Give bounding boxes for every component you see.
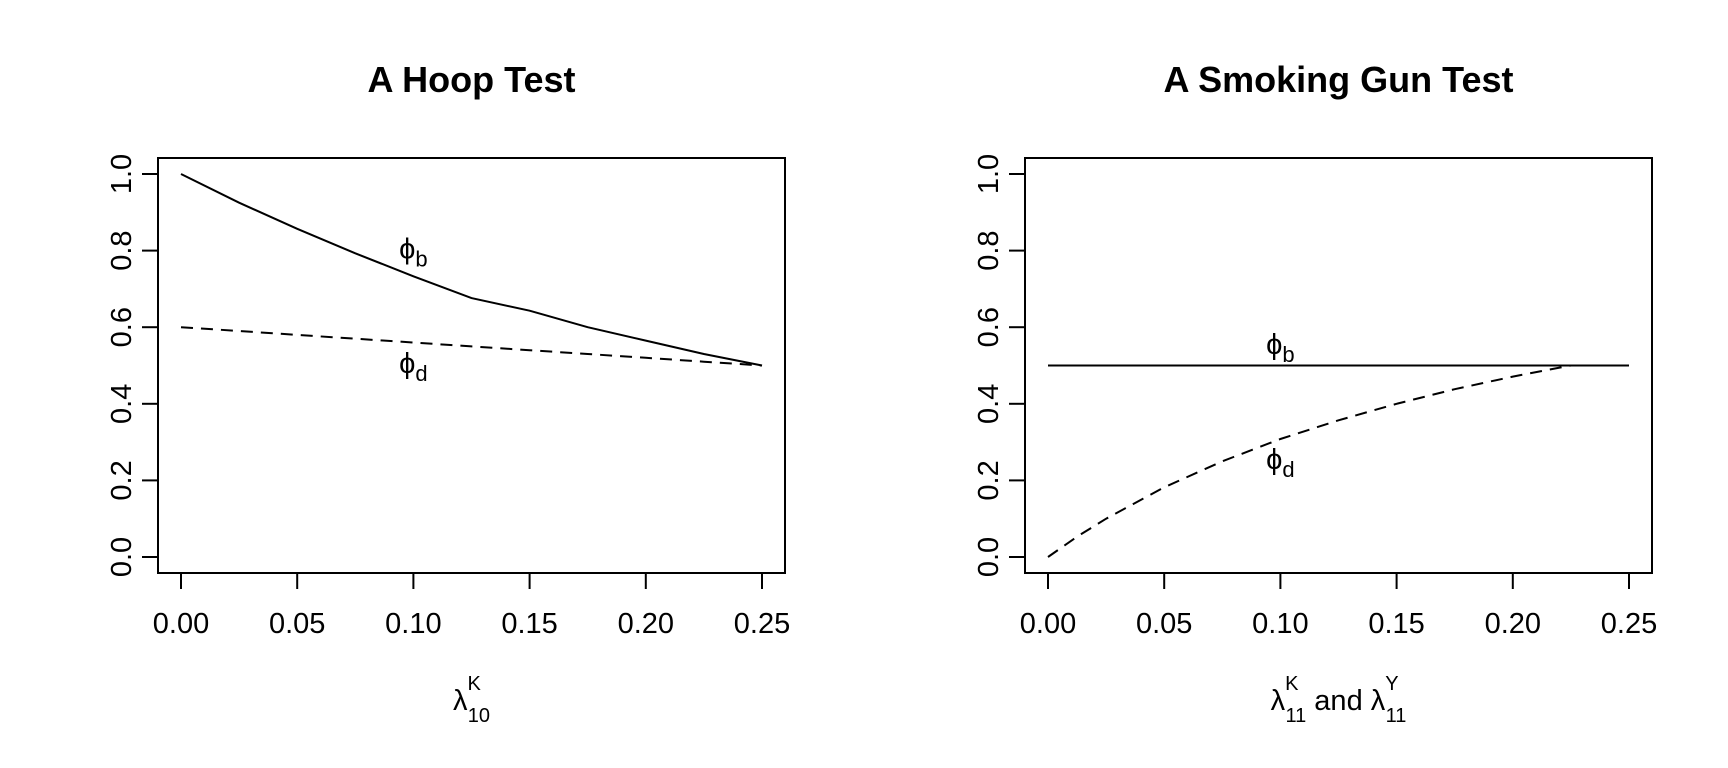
- x-tick-label: 0.25: [1601, 608, 1657, 640]
- x-tick-label: 0.20: [1485, 608, 1541, 640]
- axis-ticks: 0.00 0.05 0.10 0.15 0.20 0.25 0.0 0.2 0.4 0.6 0.8 1…: [106, 154, 790, 640]
- curve-label: ϕd: [399, 348, 428, 386]
- y-tick-label: 0.0: [973, 537, 1005, 577]
- x-axis-label-part: λ: [1371, 685, 1386, 717]
- axis-ticks: 0.00 0.05 0.10 0.15 0.20 0.25 0.0 0.2 0.4 0.6 0.8 1…: [973, 154, 1657, 640]
- y-tick-label: 0.4: [106, 384, 138, 424]
- x-tick-label: 0.05: [269, 608, 325, 640]
- x-axis-label-part: 11: [1285, 705, 1306, 727]
- x-axis-label-part: λ: [1271, 685, 1286, 717]
- x-axis-label-part: λ: [453, 685, 468, 717]
- y-tick-label: 0.8: [106, 230, 138, 270]
- y-tick-label: 1.0: [106, 154, 138, 194]
- curve-label: ϕd: [1266, 444, 1295, 482]
- panel-title: A Hoop Test: [368, 59, 576, 100]
- hoop-test-panel: A Hoop Test 0.00 0.05 0.10 0.15 0.20 0.250.00…: [106, 59, 790, 727]
- curve-label-subscript: b: [1282, 342, 1294, 367]
- x-tick-label: 0.00: [153, 608, 209, 640]
- y-tick-label: 0.6: [106, 307, 138, 347]
- smoking-gun-test-panel: A Smoking Gun Test 0.00 0.05 0.10 0.15 0.20 0…: [973, 59, 1657, 727]
- x-axis-label-part: 10: [468, 705, 490, 727]
- y-tick-label: 1.0: [973, 154, 1005, 194]
- y-tick-label: 0.0: [106, 537, 138, 577]
- curve-label-subscript: d: [415, 361, 427, 386]
- curve-label: ϕb: [399, 233, 428, 271]
- x-tick-label: 0.00: [1020, 608, 1076, 640]
- series-line-phi-b: [180, 173, 763, 367]
- x-axis-label-part: 11: [1386, 705, 1407, 727]
- series-group: [1047, 364, 1629, 558]
- curve-label: ϕb: [1266, 329, 1295, 367]
- curve-label-symbol: ϕ: [1266, 444, 1282, 476]
- curve-label-symbol: ϕ: [399, 348, 415, 380]
- y-tick-label: 0.2: [973, 460, 1005, 500]
- y-tick-label: 0.4: [973, 384, 1005, 424]
- plot-frame: [157, 157, 786, 574]
- x-tick-label: 0.05: [1136, 608, 1192, 640]
- x-axis-label-part: and: [1306, 685, 1371, 717]
- series-group: [180, 173, 763, 367]
- curve-label-symbol: ϕ: [1266, 329, 1282, 361]
- curve-label-subscript: d: [1282, 457, 1294, 482]
- x-axis-label: λK 10: [453, 673, 490, 727]
- curve-label-symbol: ϕ: [399, 233, 415, 265]
- y-tick-label: 0.8: [973, 230, 1005, 270]
- y-tick-label: 0.6: [973, 307, 1005, 347]
- series-line-phi-d: [180, 326, 763, 367]
- x-tick-label: 0.20: [618, 608, 674, 640]
- series-line-phi-d: [1047, 364, 1629, 558]
- x-tick-label: 0.15: [501, 608, 557, 640]
- x-axis-label: λK 11 and λY 11: [1271, 673, 1407, 727]
- x-tick-label: 0.15: [1368, 608, 1424, 640]
- x-tick-label: 0.25: [734, 608, 790, 640]
- x-tick-label: 0.10: [1252, 608, 1308, 640]
- x-axis-label-part: K: [467, 673, 481, 695]
- x-axis-label-part: Y: [1385, 673, 1398, 695]
- curve-label-subscript: b: [415, 246, 427, 271]
- x-axis-label-part: K: [1285, 673, 1299, 695]
- panel-title: A Smoking Gun Test: [1163, 59, 1513, 100]
- x-tick-label: 0.10: [385, 608, 441, 640]
- y-tick-label: 0.2: [106, 460, 138, 500]
